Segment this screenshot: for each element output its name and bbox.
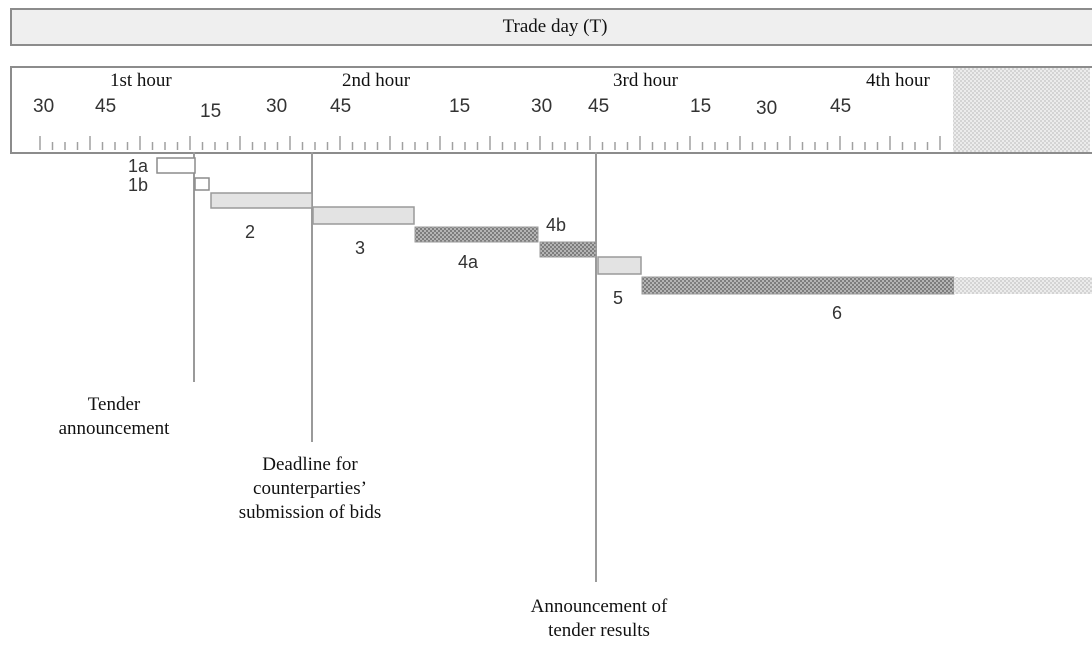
- minute-label: 15: [200, 101, 221, 122]
- step-bar-6: [641, 276, 955, 295]
- minute-label: 15: [690, 96, 711, 117]
- minute-label: 15: [449, 96, 470, 117]
- step-label-4b: 4b: [546, 215, 566, 235]
- minute-label: 30: [266, 96, 287, 117]
- step-bar-5: [597, 256, 642, 275]
- hour-label-4: 4th hour: [866, 70, 931, 91]
- minute-label: 30: [531, 96, 552, 117]
- step-bar-6-continuation: [954, 277, 1092, 294]
- step-bar-3: [312, 206, 415, 225]
- minute-label: 45: [830, 96, 851, 117]
- step-label-2: 2: [245, 222, 255, 242]
- annotation-line: submission of bids: [238, 502, 382, 523]
- annotation-line: Announcement of: [530, 596, 668, 617]
- hour-label-2: 2nd hour: [342, 70, 411, 91]
- step-label-3: 3: [355, 238, 365, 258]
- step-bar-1a: [156, 157, 196, 174]
- annotation-line: Tender: [87, 394, 141, 415]
- annotation-line: Deadline for: [262, 454, 358, 475]
- tender-announcement-note: Tender announcement: [34, 393, 194, 441]
- step-label-1b: 1b: [128, 175, 148, 195]
- step-label-1a: 1a: [128, 156, 149, 176]
- ruler-shaded-region: [953, 68, 1090, 152]
- minute-label: 45: [588, 96, 609, 117]
- ruler-ticks: [39, 136, 941, 150]
- results-announcement-note: Announcement of tender results: [504, 595, 694, 643]
- bid-deadline-note: Deadline for counterparties’ submission …: [220, 453, 400, 525]
- trade-day-header: Trade day (T): [10, 8, 1092, 46]
- step-bar-4b: [539, 241, 597, 258]
- minute-label: 30: [33, 96, 54, 117]
- step-label-4a: 4a: [458, 252, 479, 272]
- annotation-line: announcement: [58, 418, 170, 439]
- minute-label: 45: [95, 96, 116, 117]
- step-bar-2: [210, 192, 313, 209]
- step-bar-1b: [194, 177, 210, 191]
- annotation-line: counterparties’: [253, 478, 367, 499]
- step-bar-4a: [414, 226, 539, 243]
- annotation-line: tender results: [548, 620, 650, 641]
- minute-label: 30: [756, 98, 777, 119]
- hour-label-3: 3rd hour: [613, 70, 679, 91]
- hour-label-1: 1st hour: [110, 70, 172, 91]
- step-label-5: 5: [613, 288, 623, 308]
- step-label-6: 6: [832, 303, 842, 323]
- minute-label: 45: [330, 96, 351, 117]
